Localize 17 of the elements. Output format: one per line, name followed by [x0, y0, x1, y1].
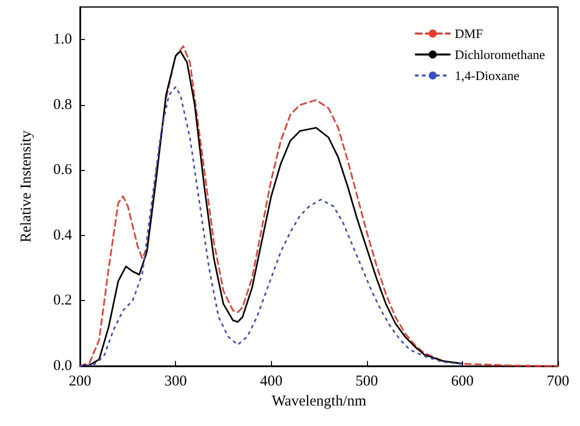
y-tick-label: 1.0	[53, 32, 72, 48]
y-tick-label: 0.4	[53, 227, 72, 244]
x-tick-label: 400	[260, 374, 282, 390]
y-tick-label: 0.0	[53, 358, 72, 374]
y-axis-title: Relative Instensity	[18, 130, 34, 243]
y-tick-label: 0.2	[53, 292, 72, 309]
legend-label: Dichloromethane	[454, 47, 546, 62]
x-axis-title: Wavelength/nm	[272, 394, 367, 410]
legend-label: 1,4-Dioxane	[454, 68, 520, 83]
y-tick-label: 0.6	[53, 162, 72, 178]
x-tick-label: 300	[164, 374, 187, 390]
x-tick-label: 200	[68, 374, 92, 390]
legend-label: DMF	[454, 26, 483, 41]
x-tick-label: 500	[356, 374, 378, 390]
x-tick-label: 600	[451, 374, 474, 390]
y-tick-label: 0.8	[53, 96, 72, 113]
x-tick-label: 700	[546, 374, 570, 390]
